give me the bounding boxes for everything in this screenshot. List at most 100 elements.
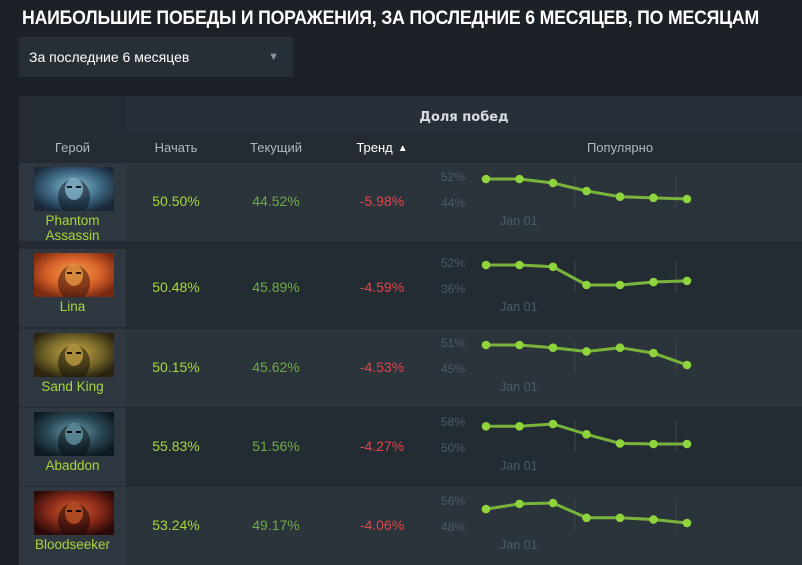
sparkline-point: [615, 343, 625, 353]
sparkline-point: [649, 277, 658, 287]
trend-value: -4.53%: [359, 359, 405, 375]
popularity-sparkline[interactable]: 52% 44% Jan 01: [438, 163, 802, 241]
sparkline-point: [682, 518, 692, 528]
sparkline-point: [548, 178, 558, 188]
winrate-table: Доля побед Герой Начать Текущий Тренд ▲ П…: [19, 96, 802, 565]
start-winrate: 50.15%: [152, 359, 200, 375]
sparkline-point: [548, 419, 558, 429]
sparkline-point: [515, 340, 524, 350]
hero-name-line: Phantom: [45, 213, 100, 228]
sparkline-point: [582, 186, 591, 196]
sparkline-point: [582, 429, 591, 439]
hero-name-line: Bloodseeker: [34, 537, 111, 552]
sparkline-point: [515, 499, 524, 509]
table-row[interactable]: Phantom Assassin 50.50% 44.52% -5.98% 52% 44% J…: [19, 163, 802, 243]
sparkline-point: [615, 513, 625, 523]
sparkline-point: [682, 276, 692, 286]
sparkline-point: [682, 194, 692, 204]
column-header-hero[interactable]: Герой: [54, 140, 91, 155]
abaddon-portrait[interactable]: [34, 412, 114, 456]
table-group-header: Доля побед: [126, 96, 802, 132]
sparkline-point: [682, 439, 692, 449]
hero-name[interactable]: Phantom Assassin: [19, 213, 126, 243]
sparkline-point: [515, 260, 524, 270]
start-winrate: 53.24%: [152, 517, 200, 533]
column-header-start[interactable]: Начать: [154, 140, 198, 155]
column-header-popular[interactable]: Популярно: [586, 140, 654, 155]
sparkline-x-label: Jan 01: [500, 214, 538, 228]
trend-value: -4.06%: [359, 517, 405, 533]
sparkline-point: [582, 280, 591, 290]
sparkline-point: [481, 260, 491, 270]
current-winrate: 45.62%: [252, 359, 300, 375]
table-row[interactable]: Lina 50.48% 45.89% -4.59% 52% 36% Jan 01: [19, 249, 802, 327]
sparkline-x-label: Jan 01: [500, 459, 538, 473]
sort-ascending-arrow-icon: ▲: [397, 143, 408, 154]
sparkline-point: [515, 174, 524, 184]
popularity-sparkline[interactable]: 51% 45% Jan 01: [438, 329, 802, 407]
table-row[interactable]: Abaddon 55.83% 51.56% -4.27% 58% 50% Jan 01: [19, 408, 802, 486]
column-header-current[interactable]: Текущий: [250, 140, 302, 155]
table-header-row: Герой Начать Текущий Тренд ▲ Популярно: [19, 132, 802, 163]
current-winrate: 44.52%: [252, 193, 300, 209]
sparkline-point: [615, 439, 625, 448]
period-dropdown[interactable]: За последние 6 месяцев ▼: [19, 37, 293, 77]
sparkline-y-low-label: 48%: [441, 520, 465, 534]
page-title: НАИБОЛЬШИЕ ПОБЕДЫ И ПОРАЖЕНИЯ, ЗА ПОСЛЕД…: [22, 8, 760, 29]
hero-name-line: Sand King: [41, 379, 104, 394]
sparkline-y-high-label: 52%: [441, 170, 465, 184]
start-winrate: 55.83%: [152, 438, 200, 454]
popularity-sparkline[interactable]: 58% 50% Jan 01: [438, 408, 802, 486]
column-header-trend-label: Тренд: [356, 140, 393, 155]
current-winrate: 51.56%: [252, 438, 300, 454]
sparkline-point: [481, 340, 491, 350]
sparkline-x-label: Jan 01: [500, 538, 538, 552]
table-row[interactable]: Bloodseeker 53.24% 49.17% -4.06% 56% 48% Jan 0…: [19, 487, 802, 565]
sparkline-x-label: Jan 01: [500, 300, 538, 314]
hero-name-line: Abaddon: [45, 458, 100, 473]
sparkline-point: [548, 343, 558, 353]
sparkline-point: [649, 193, 658, 203]
sparkline-point: [515, 421, 524, 431]
hero-name[interactable]: Bloodseeker: [19, 537, 126, 552]
sparkline-point: [682, 360, 692, 370]
sparkline-x-label: Jan 01: [500, 380, 538, 394]
hero-name[interactable]: Abaddon: [19, 458, 126, 473]
trend-value: -5.98%: [359, 193, 405, 209]
hero-name[interactable]: Sand King: [19, 379, 126, 394]
sparkline-y-low-label: 36%: [441, 282, 465, 296]
sparkline-y-low-label: 44%: [441, 196, 465, 210]
hero-name[interactable]: Lina: [19, 299, 126, 314]
hero-cell[interactable]: Abaddon: [19, 408, 126, 486]
sparkline-point: [481, 504, 491, 514]
sparkline-point: [649, 515, 658, 524]
trend-value: -4.59%: [359, 279, 405, 295]
hero-cell[interactable]: Phantom Assassin: [19, 163, 126, 243]
sand-king-portrait[interactable]: [34, 333, 114, 377]
table-row[interactable]: Sand King 50.15% 45.62% -4.53% 51% 45% Jan 01: [19, 329, 802, 407]
popularity-sparkline[interactable]: 52% 36% Jan 01: [438, 249, 802, 327]
popularity-sparkline[interactable]: 56% 48% Jan 01: [438, 487, 802, 565]
caret-down-icon: ▼: [268, 51, 279, 63]
sparkline-point: [548, 498, 558, 508]
phantom-assassin-portrait[interactable]: [34, 167, 114, 211]
current-winrate: 49.17%: [252, 517, 300, 533]
sparkline-y-high-label: 58%: [441, 415, 465, 429]
lina-portrait[interactable]: [34, 253, 114, 297]
sparkline-y-low-label: 45%: [441, 362, 465, 376]
current-winrate: 45.89%: [252, 279, 300, 295]
sparkline-point: [649, 439, 658, 449]
sparkline-y-high-label: 51%: [441, 336, 465, 350]
start-winrate: 50.48%: [152, 279, 200, 295]
sparkline-point: [582, 513, 591, 523]
start-winrate: 50.50%: [152, 193, 200, 209]
sparkline-point: [615, 192, 625, 202]
trend-value: -4.27%: [359, 438, 405, 454]
hero-cell[interactable]: Lina: [19, 249, 126, 327]
sparkline-point: [649, 348, 658, 358]
hero-cell[interactable]: Sand King: [19, 329, 126, 407]
hero-cell[interactable]: Bloodseeker: [19, 487, 126, 565]
bloodseeker-portrait[interactable]: [34, 491, 114, 535]
sparkline-point: [548, 262, 558, 272]
column-header-trend[interactable]: Тренд ▲: [326, 140, 438, 155]
